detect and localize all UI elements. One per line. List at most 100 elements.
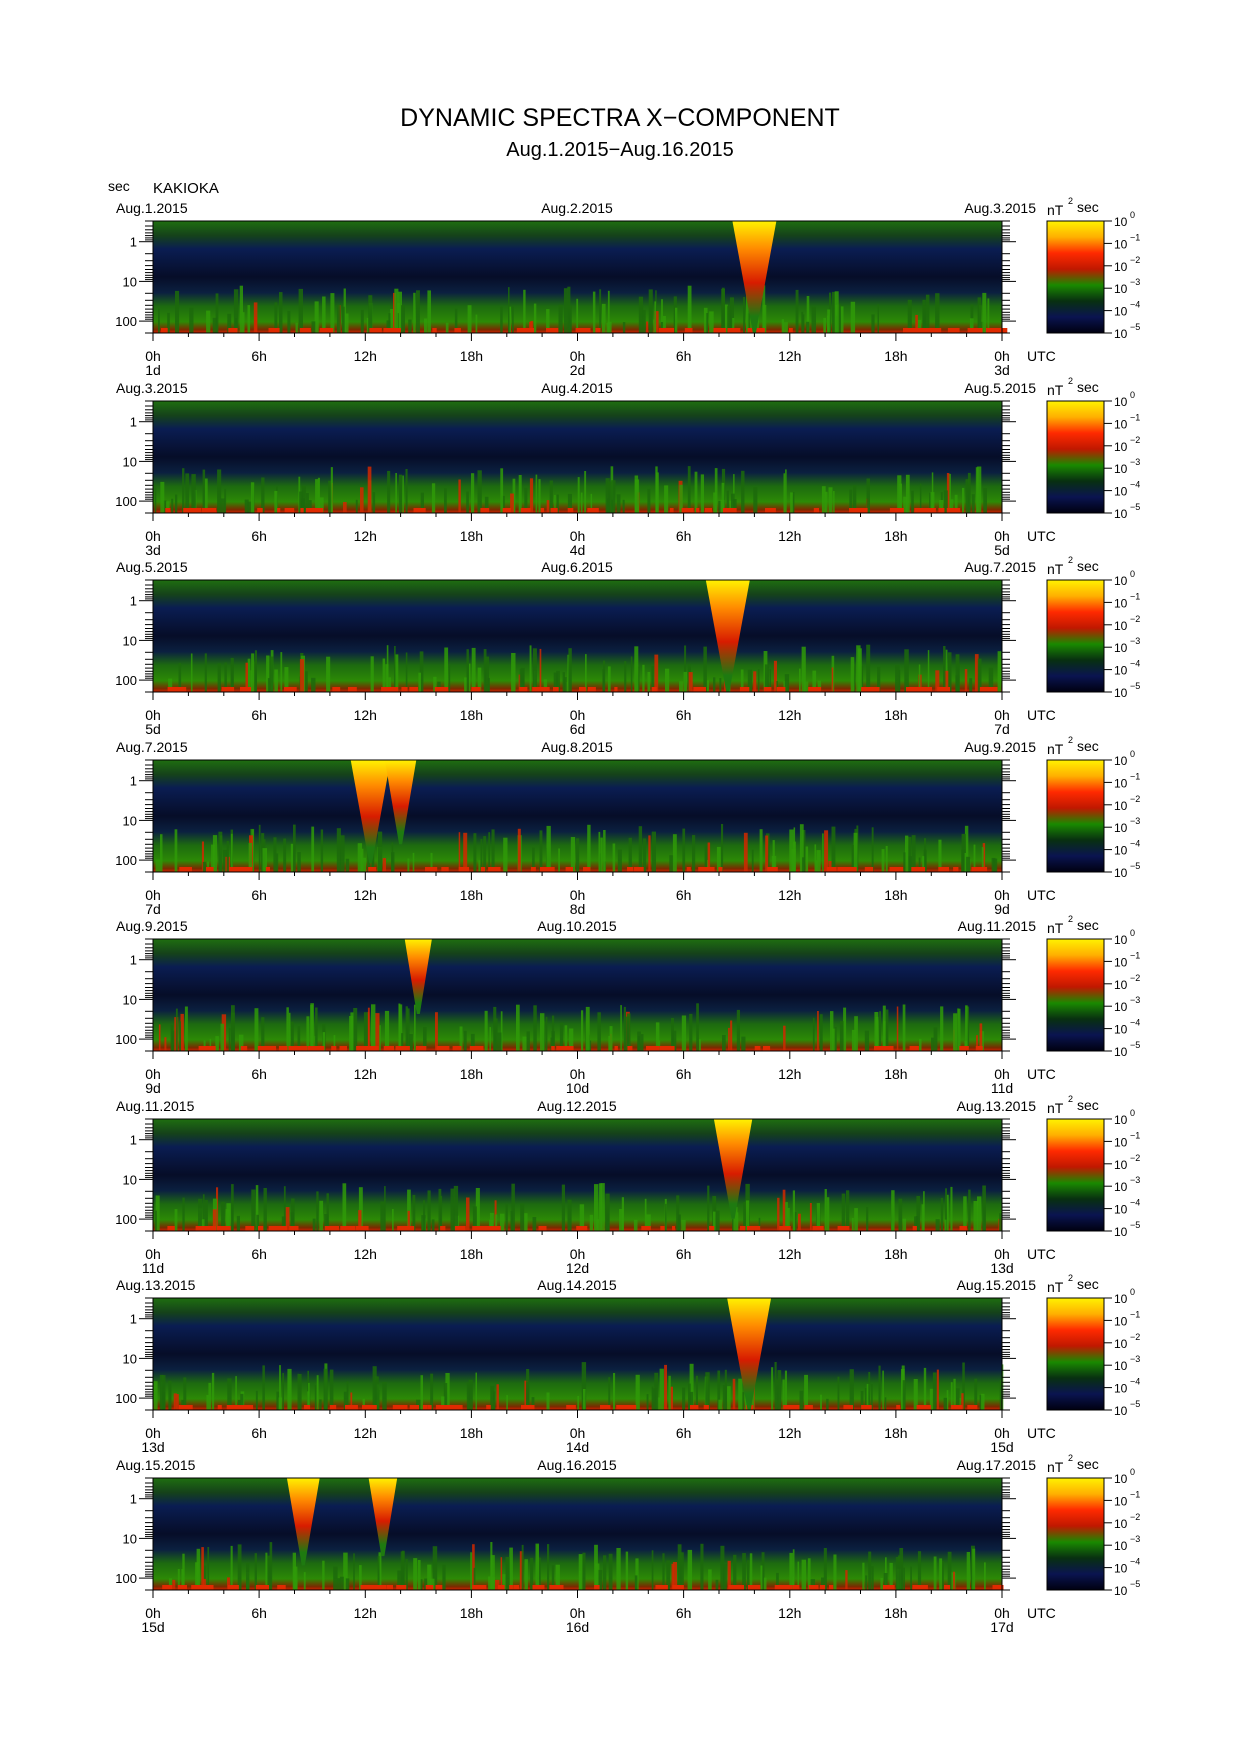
activity-streak [189,307,194,333]
activity-streak [559,1022,564,1051]
activity-streak [273,837,277,872]
colorbar-tick-base: 10 [1114,821,1128,835]
activity-streak [832,1028,837,1051]
activity-streak [792,492,795,513]
activity-streak [299,491,304,513]
activity-streak [721,287,725,333]
colorbar-tick-base: 10 [1114,462,1128,476]
activity-floor [540,867,555,872]
activity-floor [540,508,545,513]
colorbar-tick-exp: −2 [1130,794,1140,804]
activity-floor [885,1585,895,1590]
activity-streak [438,1188,442,1231]
activity-streak [489,1212,494,1231]
activity-streak [407,858,410,872]
activity-streak [765,835,769,872]
activity-floor [436,1046,450,1051]
activity-streak [864,1388,867,1410]
activity-floor [661,1046,675,1051]
activity-streak [936,1369,939,1410]
x-tick-label: 6h [251,887,267,903]
day-label: 11d [142,1260,164,1276]
colorbar-tick-base: 10 [1114,1562,1128,1576]
activity-streak [703,646,707,692]
activity-streak [370,656,374,692]
activity-streak [781,319,784,333]
activity-streak [583,1389,586,1410]
activity-streak [784,674,790,692]
activity-streak [283,1186,286,1231]
colorbar-tick-exp: −4 [1130,659,1140,669]
colorbar-tick-exp: −3 [1130,277,1140,287]
colorbar-tick-exp: −2 [1130,435,1140,445]
activity-floor [774,1585,788,1590]
activity-floor [217,1226,225,1231]
panel-6: Aug.11.2015 Aug.12.2015 Aug.13.20151101000… [115,1094,1140,1276]
event-plume [713,1119,753,1219]
activity-streak [929,1388,935,1410]
activity-streak [802,314,805,333]
activity-streak [224,488,227,513]
activity-floor [686,867,691,872]
activity-streak [854,1016,858,1051]
activity-streak [831,826,836,872]
activity-floor [202,508,217,513]
activity-streak [771,1367,774,1410]
activity-streak [682,828,686,872]
activity-streak [308,1382,310,1410]
day-label: 11d [991,1080,1013,1096]
y-tick-label: 10 [123,1531,137,1546]
activity-streak [443,1383,448,1410]
activity-floor [739,1226,746,1231]
activity-streak [247,305,251,333]
activity-streak [706,680,709,692]
activity-streak [407,1189,411,1231]
activity-streak [851,845,854,872]
activity-streak [367,1012,370,1051]
activity-floor [660,1226,665,1231]
activity-streak [380,1201,385,1231]
x-axis-utc-label: UTC [1027,707,1056,723]
activity-streak [915,314,918,333]
activity-floor [384,328,395,333]
activity-floor [383,1046,394,1051]
activity-streak [944,670,949,692]
activity-floor [849,508,864,513]
activity-streak [728,1027,730,1051]
activity-streak [414,1004,416,1051]
activity-streak [871,827,874,872]
activity-streak [226,840,229,872]
activity-streak [603,1555,607,1590]
colorbar-tick-base: 10 [1114,1584,1128,1598]
activity-floor [345,1405,358,1410]
spectrogram-field [153,580,1002,692]
activity-floor [566,1405,576,1410]
activity-streak [598,831,601,872]
activity-streak [914,1216,919,1231]
activity-streak [717,1370,721,1410]
activity-streak [227,313,232,333]
activity-floor [177,1585,187,1590]
activity-streak [483,649,487,692]
activity-streak [853,485,857,513]
activity-floor [217,1405,222,1410]
activity-streak [244,499,249,513]
colorbar-unit-exp: 2 [1068,555,1073,565]
activity-streak [672,1030,677,1051]
activity-streak [801,1559,806,1590]
colorbar-tick-base: 10 [1114,619,1128,633]
activity-streak [177,1569,180,1590]
activity-streak [160,834,163,872]
activity-streak [342,306,345,333]
activity-streak [831,291,836,333]
x-tick-label: 6h [676,1425,692,1441]
activity-streak [713,1211,716,1231]
activity-streak [922,856,925,872]
activity-streak [613,1373,616,1410]
colorbar-tick-base: 10 [1114,1404,1128,1418]
activity-streak [175,494,178,513]
activity-streak [884,1397,887,1410]
activity-streak [763,1577,767,1590]
colorbar-tick-exp: −5 [1130,1399,1140,1409]
activity-streak [319,1399,322,1410]
